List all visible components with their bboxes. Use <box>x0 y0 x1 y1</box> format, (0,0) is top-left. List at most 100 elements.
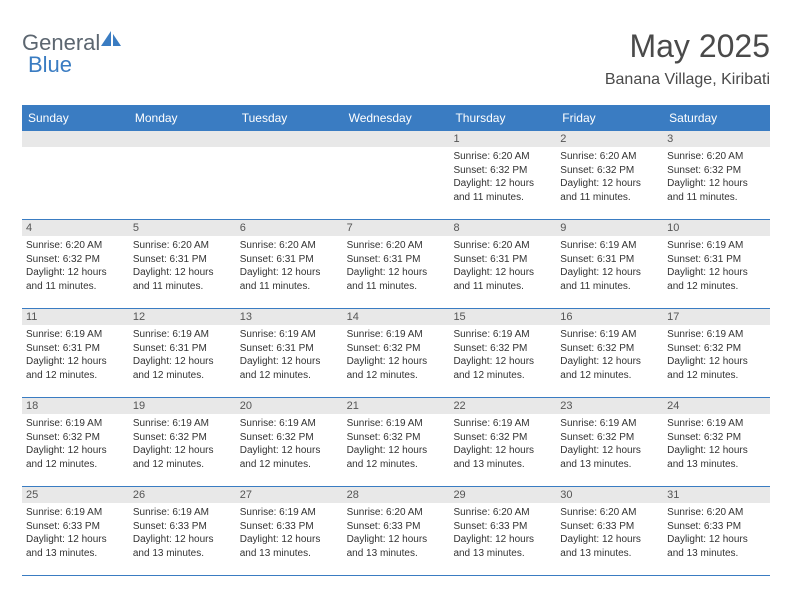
day-content: Sunrise: 6:19 AMSunset: 6:32 PMDaylight:… <box>236 414 343 475</box>
day-content: Sunrise: 6:19 AMSunset: 6:31 PMDaylight:… <box>22 325 129 386</box>
day-cell <box>129 131 236 219</box>
day-cell: 21Sunrise: 6:19 AMSunset: 6:32 PMDayligh… <box>343 398 450 486</box>
sunset-text: Sunset: 6:32 PM <box>667 164 766 178</box>
logo-text-blue-wrap: Blue <box>28 52 72 78</box>
month-title: May 2025 <box>605 28 770 65</box>
daylight-text: Daylight: 12 hours and 12 minutes. <box>26 355 125 382</box>
day-cell: 31Sunrise: 6:20 AMSunset: 6:33 PMDayligh… <box>663 487 770 575</box>
day-number: 5 <box>129 220 236 236</box>
day-number: 3 <box>663 131 770 147</box>
day-content: Sunrise: 6:19 AMSunset: 6:32 PMDaylight:… <box>663 414 770 475</box>
day-cell: 23Sunrise: 6:19 AMSunset: 6:32 PMDayligh… <box>556 398 663 486</box>
week-row: 11Sunrise: 6:19 AMSunset: 6:31 PMDayligh… <box>22 309 770 398</box>
day-content: Sunrise: 6:20 AMSunset: 6:32 PMDaylight:… <box>663 147 770 208</box>
day-number <box>22 131 129 147</box>
day-cell: 6Sunrise: 6:20 AMSunset: 6:31 PMDaylight… <box>236 220 343 308</box>
day-number: 18 <box>22 398 129 414</box>
day-cell: 17Sunrise: 6:19 AMSunset: 6:32 PMDayligh… <box>663 309 770 397</box>
sunset-text: Sunset: 6:32 PM <box>667 431 766 445</box>
day-number: 25 <box>22 487 129 503</box>
sunrise-text: Sunrise: 6:19 AM <box>26 506 125 520</box>
daylight-text: Daylight: 12 hours and 12 minutes. <box>133 355 232 382</box>
sunset-text: Sunset: 6:33 PM <box>453 520 552 534</box>
day-cell: 5Sunrise: 6:20 AMSunset: 6:31 PMDaylight… <box>129 220 236 308</box>
weekday-header: Sunday <box>22 107 129 129</box>
sunset-text: Sunset: 6:32 PM <box>667 342 766 356</box>
day-number: 21 <box>343 398 450 414</box>
sunset-text: Sunset: 6:32 PM <box>453 164 552 178</box>
daylight-text: Daylight: 12 hours and 11 minutes. <box>240 266 339 293</box>
day-number: 16 <box>556 309 663 325</box>
day-number <box>343 131 450 147</box>
sunset-text: Sunset: 6:32 PM <box>26 431 125 445</box>
day-cell: 29Sunrise: 6:20 AMSunset: 6:33 PMDayligh… <box>449 487 556 575</box>
day-content: Sunrise: 6:19 AMSunset: 6:33 PMDaylight:… <box>236 503 343 564</box>
sunrise-text: Sunrise: 6:19 AM <box>667 328 766 342</box>
daylight-text: Daylight: 12 hours and 12 minutes. <box>347 355 446 382</box>
day-content: Sunrise: 6:19 AMSunset: 6:31 PMDaylight:… <box>663 236 770 297</box>
day-cell <box>22 131 129 219</box>
daylight-text: Daylight: 12 hours and 12 minutes. <box>667 355 766 382</box>
day-number: 27 <box>236 487 343 503</box>
day-content: Sunrise: 6:19 AMSunset: 6:32 PMDaylight:… <box>556 325 663 386</box>
sunrise-text: Sunrise: 6:19 AM <box>240 328 339 342</box>
sunset-text: Sunset: 6:32 PM <box>347 342 446 356</box>
weeks-container: 1Sunrise: 6:20 AMSunset: 6:32 PMDaylight… <box>22 131 770 576</box>
daylight-text: Daylight: 12 hours and 13 minutes. <box>453 533 552 560</box>
day-content: Sunrise: 6:19 AMSunset: 6:32 PMDaylight:… <box>556 414 663 475</box>
day-number <box>236 131 343 147</box>
daylight-text: Daylight: 12 hours and 13 minutes. <box>667 533 766 560</box>
sunset-text: Sunset: 6:31 PM <box>347 253 446 267</box>
daylight-text: Daylight: 12 hours and 12 minutes. <box>133 444 232 471</box>
sunset-text: Sunset: 6:32 PM <box>240 431 339 445</box>
sunrise-text: Sunrise: 6:19 AM <box>26 417 125 431</box>
week-row: 4 Sunrise: 6:20 AM Sunset: 6:32 PM Daylight… <box>22 220 770 309</box>
sunrise-text: Sunrise: 6:20 AM <box>453 150 552 164</box>
sunrise-text: Sunrise: 6:20 AM <box>667 506 766 520</box>
day-cell <box>343 131 450 219</box>
day-number: 4 <box>22 220 129 236</box>
day-number: 23 <box>556 398 663 414</box>
sunrise-text: Sunrise: 6:19 AM <box>560 328 659 342</box>
day-cell: 12Sunrise: 6:19 AMSunset: 6:31 PMDayligh… <box>129 309 236 397</box>
day-content: Sunrise: 6:19 AMSunset: 6:31 PMDaylight:… <box>236 325 343 386</box>
day-number: 9 <box>556 220 663 236</box>
sunset-text: Sunset: 6:32 PM <box>26 253 125 267</box>
day-cell: 2Sunrise: 6:20 AMSunset: 6:32 PMDaylight… <box>556 131 663 219</box>
daylight-text: Daylight: 12 hours and 13 minutes. <box>560 533 659 560</box>
sunrise-text: Sunrise: 6:19 AM <box>347 417 446 431</box>
sunrise-text: Sunrise: 6:19 AM <box>453 328 552 342</box>
day-content: Sunrise: 6:20 AMSunset: 6:33 PMDaylight:… <box>556 503 663 564</box>
day-content: Sunrise: 6:20 AMSunset: 6:32 PMDaylight:… <box>449 147 556 208</box>
day-number: 28 <box>343 487 450 503</box>
sunset-text: Sunset: 6:33 PM <box>347 520 446 534</box>
day-cell: 28Sunrise: 6:20 AMSunset: 6:33 PMDayligh… <box>343 487 450 575</box>
daylight-text: Daylight: 12 hours and 12 minutes. <box>240 444 339 471</box>
week-row: 18Sunrise: 6:19 AMSunset: 6:32 PMDayligh… <box>22 398 770 487</box>
sunrise-text: Sunrise: 6:19 AM <box>347 328 446 342</box>
sunset-text: Sunset: 6:32 PM <box>347 431 446 445</box>
sunrise-text: Sunrise: 6:20 AM <box>240 239 339 253</box>
sunrise-text: Sunrise: 6:20 AM <box>133 239 232 253</box>
weekday-header-row: Sunday Monday Tuesday Wednesday Thursday… <box>22 107 770 131</box>
logo-text-blue: Blue <box>28 52 72 77</box>
daylight-text: Daylight: 12 hours and 11 minutes. <box>347 266 446 293</box>
sunset-text: Sunset: 6:33 PM <box>240 520 339 534</box>
daylight-text: Daylight: 12 hours and 13 minutes. <box>26 533 125 560</box>
day-cell <box>236 131 343 219</box>
sunrise-text: Sunrise: 6:19 AM <box>26 328 125 342</box>
day-cell: 27Sunrise: 6:19 AMSunset: 6:33 PMDayligh… <box>236 487 343 575</box>
day-content: Sunrise: 6:19 AMSunset: 6:33 PMDaylight:… <box>129 503 236 564</box>
day-cell: 8Sunrise: 6:20 AMSunset: 6:31 PMDaylight… <box>449 220 556 308</box>
sunset-text: Sunset: 6:33 PM <box>26 520 125 534</box>
day-cell: 9Sunrise: 6:19 AMSunset: 6:31 PMDaylight… <box>556 220 663 308</box>
day-cell: 20Sunrise: 6:19 AMSunset: 6:32 PMDayligh… <box>236 398 343 486</box>
day-number: 1 <box>449 131 556 147</box>
sunset-text: Sunset: 6:31 PM <box>667 253 766 267</box>
day-number: 22 <box>449 398 556 414</box>
day-number: 11 <box>22 309 129 325</box>
day-cell: 25 Sunrise: 6:19 AMSunset: 6:33 PMDayligh… <box>22 487 129 575</box>
sunset-text: Sunset: 6:31 PM <box>240 342 339 356</box>
day-content: Sunrise: 6:20 AMSunset: 6:31 PMDaylight:… <box>129 236 236 297</box>
day-number: 20 <box>236 398 343 414</box>
